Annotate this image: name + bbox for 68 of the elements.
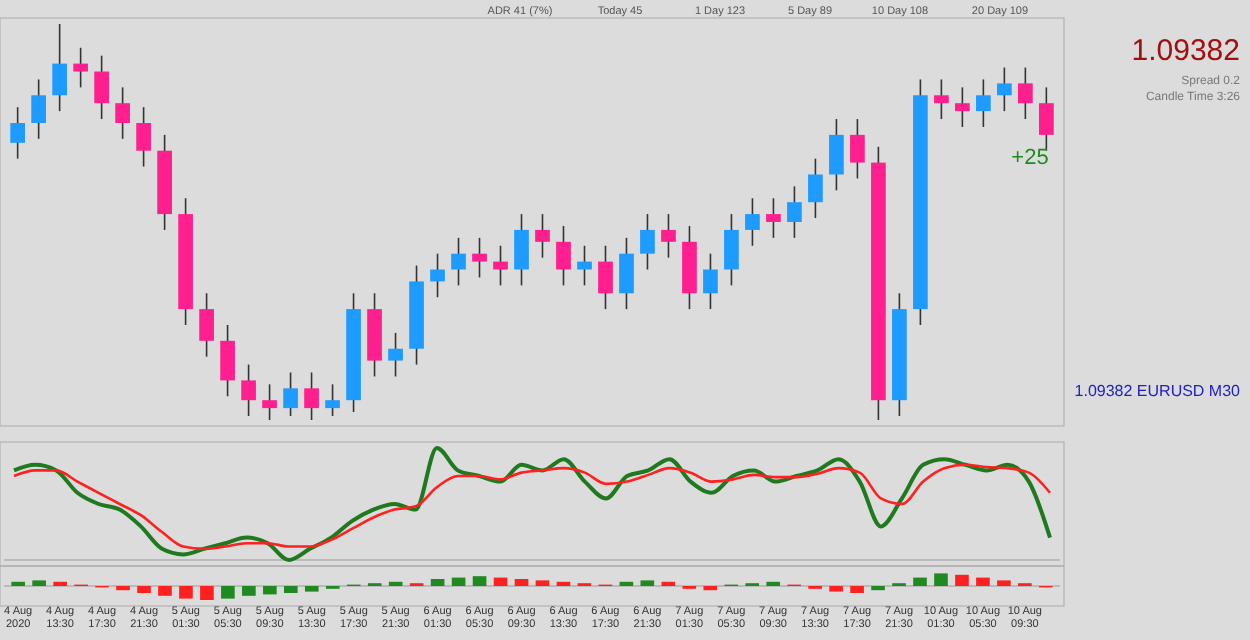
candlestick <box>808 157 823 219</box>
bar <box>179 586 193 599</box>
bar <box>976 577 990 586</box>
candlestick <box>976 78 991 128</box>
candlestick <box>262 383 277 421</box>
bar <box>955 574 969 586</box>
candlestick <box>535 213 550 259</box>
bar <box>137 586 151 593</box>
candlestick <box>556 225 571 287</box>
bar <box>158 586 172 596</box>
candlestick <box>598 244 613 310</box>
candlestick <box>31 78 46 140</box>
bar <box>304 586 319 592</box>
candlestick <box>640 213 655 271</box>
candlestick <box>955 86 970 128</box>
candlestick <box>241 363 256 417</box>
candlestick <box>1018 66 1033 120</box>
bar <box>242 586 256 596</box>
bar <box>221 586 235 599</box>
bar <box>640 580 655 586</box>
candlestick <box>850 118 865 180</box>
bar <box>913 577 927 586</box>
candlestick <box>829 118 844 192</box>
bar <box>263 586 277 595</box>
candlestick <box>199 292 214 358</box>
candlestick <box>10 106 25 160</box>
candlestick <box>661 213 676 259</box>
bar <box>493 577 508 586</box>
candlestick <box>724 213 739 287</box>
bar <box>200 586 214 600</box>
bar <box>430 579 445 586</box>
candlestick <box>220 324 235 398</box>
candlestick <box>388 332 403 378</box>
candlestick <box>52 23 67 112</box>
candlestick <box>997 66 1012 112</box>
bar <box>535 580 550 586</box>
bar <box>32 580 46 586</box>
bar <box>829 586 843 592</box>
candlestick <box>577 244 592 287</box>
candlestick <box>703 252 718 310</box>
bar <box>850 586 864 593</box>
candlestick <box>136 106 151 168</box>
candlestick <box>514 213 529 287</box>
bar <box>514 579 529 586</box>
candlestick <box>451 237 466 287</box>
candlestick <box>73 46 88 89</box>
annotation: +25 <box>1011 146 1049 170</box>
candlestick <box>619 237 634 310</box>
candlestick <box>1039 86 1054 152</box>
bar <box>283 586 298 593</box>
candlestick <box>472 237 487 279</box>
candlestick <box>430 252 445 299</box>
candlestick <box>493 244 508 287</box>
candlestick <box>745 197 760 247</box>
candlestick <box>325 383 340 417</box>
candlestick <box>787 185 802 239</box>
bar <box>934 573 948 586</box>
candlestick <box>304 371 319 421</box>
candlestick <box>283 371 298 417</box>
bar <box>451 577 466 586</box>
candlestick <box>934 78 949 120</box>
bar <box>997 580 1011 586</box>
text: 1.09382 <box>1131 34 1240 68</box>
candlestick <box>94 54 109 120</box>
candlestick <box>115 86 130 140</box>
candlestick <box>766 197 781 239</box>
bar <box>472 576 487 586</box>
text: 1.09382 EURUSD M30 <box>1074 382 1242 400</box>
